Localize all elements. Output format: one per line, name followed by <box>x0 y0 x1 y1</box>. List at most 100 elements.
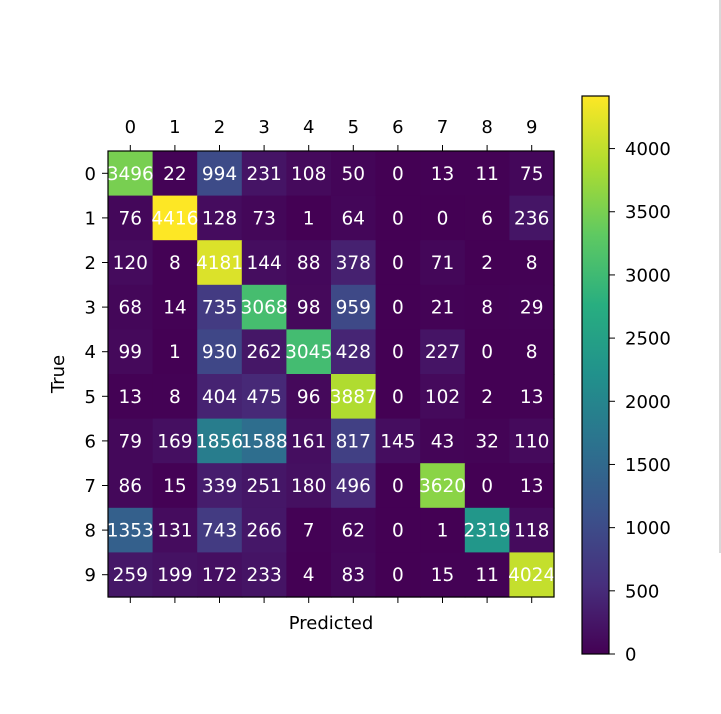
cell-value-label: 102 <box>425 387 460 408</box>
cell-value-label: 172 <box>202 565 237 586</box>
cell-value-label: 4416 <box>151 208 198 229</box>
colorbar-tick-label: 1500 <box>625 455 671 476</box>
cell-value-label: 64 <box>342 208 366 229</box>
heatmap-cell <box>464 374 510 420</box>
cell-value-label: 68 <box>119 298 143 319</box>
heatmap-cell <box>464 463 510 509</box>
heatmap-cell <box>420 374 466 420</box>
cell-value-label: 475 <box>246 387 281 408</box>
heatmap-cell <box>509 507 555 553</box>
heatmap-cell <box>420 151 466 197</box>
cell-value-label: 88 <box>297 253 321 274</box>
heatmap-cell <box>286 374 332 420</box>
cell-value-label: 959 <box>336 298 371 319</box>
heatmap-cell <box>286 151 332 197</box>
colorbar-tick-label: 1000 <box>625 518 671 539</box>
cell-value-label: 259 <box>113 565 148 586</box>
heatmap-cell <box>197 463 243 509</box>
cell-value-label: 6 <box>481 208 493 229</box>
cell-value-label: 3068 <box>241 298 288 319</box>
heatmap-cell <box>464 418 510 464</box>
colorbar-tick-label: 3500 <box>625 202 671 223</box>
heatmap-cells <box>108 151 555 598</box>
cell-value-label: 3887 <box>330 387 377 408</box>
colorbar-tick-label: 4000 <box>625 139 671 160</box>
cell-value-label: 75 <box>520 164 544 185</box>
cell-value-label: 231 <box>246 164 281 185</box>
heatmap-cell <box>197 374 243 420</box>
heatmap-cell <box>464 284 510 330</box>
x-tick-label: 5 <box>348 117 359 138</box>
cell-value-label: 0 <box>392 521 404 542</box>
heatmap-cell <box>420 552 466 598</box>
heatmap-cell <box>375 240 421 286</box>
cell-value-label: 2319 <box>464 521 511 542</box>
heatmap-cell <box>152 240 198 286</box>
heatmap-cell <box>108 151 154 197</box>
heatmap-cell <box>509 195 555 241</box>
cell-value-label: 1588 <box>241 431 288 452</box>
heatmap-cell <box>331 552 377 598</box>
cell-value-label: 1353 <box>107 521 154 542</box>
heatmap-cell <box>241 507 287 553</box>
y-tick-label: 8 <box>85 521 96 542</box>
heatmap-cell <box>331 418 377 464</box>
cell-value-label: 13 <box>520 387 544 408</box>
cell-value-label: 266 <box>246 521 281 542</box>
heatmap-cell <box>108 507 154 553</box>
cell-value-label: 2 <box>481 253 493 274</box>
cell-value-label: 96 <box>297 387 321 408</box>
heatmap-cell <box>331 240 377 286</box>
heatmap-cell <box>241 240 287 286</box>
x-tick-label: 7 <box>437 117 448 138</box>
heatmap-cell <box>152 284 198 330</box>
heatmap-cell <box>286 195 332 241</box>
cell-value-label: 4 <box>303 565 315 586</box>
cell-value-label: 0 <box>392 565 404 586</box>
cell-value-label: 378 <box>336 253 371 274</box>
cell-value-label: 3496 <box>107 164 154 185</box>
heatmap-cell <box>509 151 555 197</box>
heatmap-cell <box>509 552 555 598</box>
cell-value-label: 227 <box>425 342 460 363</box>
heatmap-cell <box>375 463 421 509</box>
heatmap-cell <box>241 151 287 197</box>
colorbar-tick-label: 2500 <box>625 329 671 350</box>
cell-value-label: 233 <box>246 565 281 586</box>
heatmap-cell <box>108 374 154 420</box>
heatmap-cell <box>331 329 377 375</box>
x-axis-ticks: 0 1 2 3 4 5 6 7 8 9 <box>125 117 537 603</box>
cell-value-label: 86 <box>119 476 143 497</box>
heatmap-cell <box>197 195 243 241</box>
heatmap-cell <box>509 284 555 330</box>
cell-value-label: 8 <box>169 387 181 408</box>
y-tick-label: 5 <box>85 387 96 408</box>
cell-value-label: 0 <box>392 164 404 185</box>
heatmap-cell <box>152 374 198 420</box>
heatmap-cell <box>241 552 287 598</box>
heatmap-cell <box>197 552 243 598</box>
cell-value-label: 735 <box>202 298 237 319</box>
heatmap-cell <box>152 507 198 553</box>
y-axis-label: True <box>48 355 69 394</box>
cell-value-label: 2 <box>481 387 493 408</box>
cell-value-label: 161 <box>291 431 326 452</box>
cell-value-label: 404 <box>202 387 237 408</box>
cell-value-label: 62 <box>342 521 366 542</box>
heatmap-cell <box>197 240 243 286</box>
heatmap-cell <box>286 552 332 598</box>
heatmap-cell <box>420 329 466 375</box>
x-tick-label: 2 <box>214 117 225 138</box>
heatmap-cell <box>509 240 555 286</box>
x-tick-label: 3 <box>258 117 269 138</box>
cell-value-label: 145 <box>380 431 415 452</box>
cell-value-label: 3620 <box>419 476 466 497</box>
heatmap-cell <box>420 195 466 241</box>
heatmap-cell <box>108 284 154 330</box>
cell-value-label: 79 <box>119 431 143 452</box>
cell-value-label: 0 <box>437 208 449 229</box>
heatmap-cell <box>197 418 243 464</box>
heatmap-cell <box>509 418 555 464</box>
cell-value-label: 13 <box>520 476 544 497</box>
heatmap-cell <box>286 284 332 330</box>
